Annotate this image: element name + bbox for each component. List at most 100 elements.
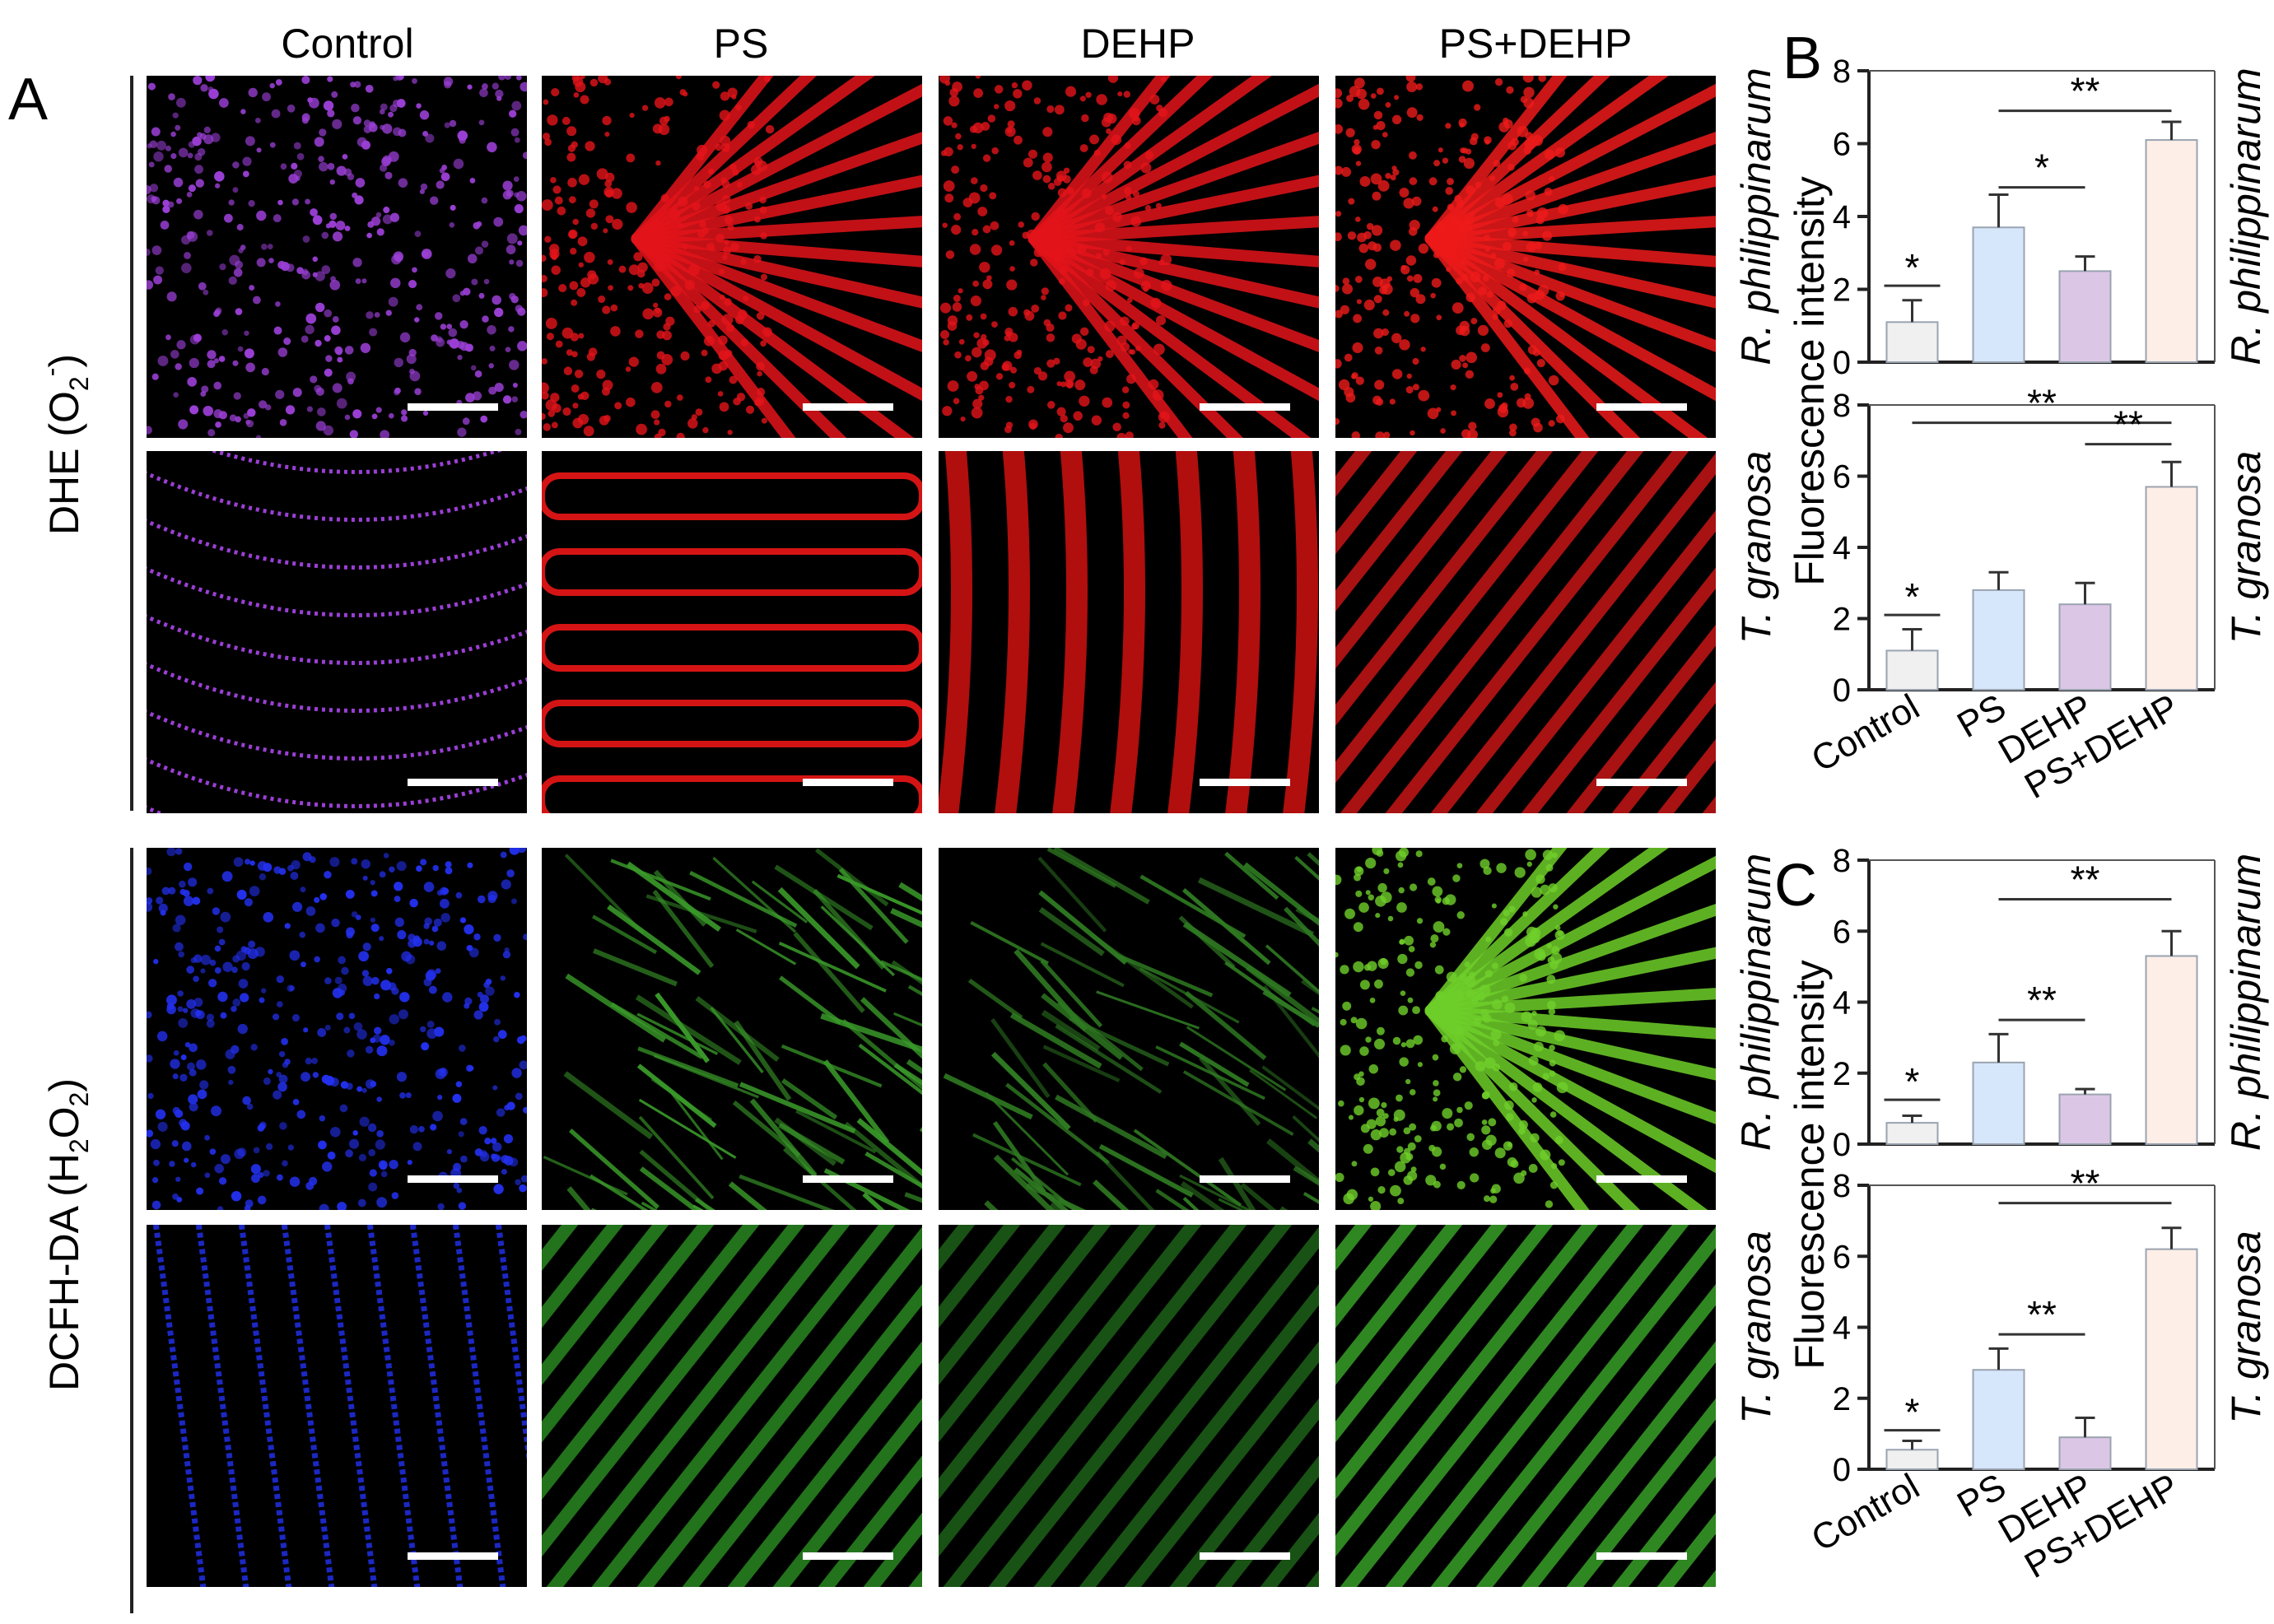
significance-label: ** xyxy=(2113,403,2143,446)
significance-label: ** xyxy=(2071,1162,2100,1205)
species-label-right: R. philippinarum xyxy=(2223,854,2269,1151)
y-tick-label: 0 xyxy=(1833,345,1851,381)
y-tick-label: 8 xyxy=(1833,1168,1851,1204)
micrograph-dhe-1-2 xyxy=(939,451,1319,813)
scale-bar xyxy=(1596,1552,1687,1560)
bar xyxy=(2058,1093,2112,1145)
species-label-left: T. granosa xyxy=(1733,451,1779,644)
x-tick-label: Control xyxy=(1805,686,1926,779)
y-tick-label: 4 xyxy=(1833,985,1851,1021)
micrograph-dcfh-da-2-2 xyxy=(939,848,1319,1210)
scale-bar xyxy=(408,403,498,411)
column-title-ps: PS xyxy=(714,21,769,67)
bar xyxy=(1972,1061,2025,1145)
y-tick-label: 2 xyxy=(1833,1381,1851,1417)
micrograph-dhe-0-2 xyxy=(939,76,1319,438)
scale-bar xyxy=(1200,1552,1290,1560)
column-title-ps-dehp: PS+DEHP xyxy=(1439,21,1633,67)
species-label-right: T. granosa xyxy=(2223,451,2269,644)
bar xyxy=(2145,139,2198,363)
scale-bar xyxy=(1200,403,1290,411)
y-axis-title: Fluorescence intensity xyxy=(1787,176,1833,585)
bar xyxy=(2145,486,2198,691)
micrograph-dhe-1-0 xyxy=(147,451,527,813)
x-tick-label: Control xyxy=(1805,1466,1926,1559)
species-label-left: R. philippinarum xyxy=(1733,67,1779,365)
significance-label: ** xyxy=(2027,382,2057,425)
scale-bar xyxy=(408,1552,498,1560)
bar xyxy=(1885,321,1939,364)
micrograph-dhe-0-3 xyxy=(1335,76,1716,438)
species-label-left: T. granosa xyxy=(1733,1231,1779,1423)
y-tick-label: 0 xyxy=(1833,1127,1851,1163)
species-label-left: R. philippinarum xyxy=(1733,854,1779,1151)
bar xyxy=(2058,270,2112,363)
y-tick-label: 4 xyxy=(1833,199,1851,235)
scale-bar xyxy=(1596,1175,1687,1183)
bar xyxy=(1885,1449,1939,1470)
y-tick-label: 4 xyxy=(1833,530,1851,566)
dcfh-row-label: DCFH-DA (H2O2) xyxy=(41,1078,94,1391)
y-tick-label: 6 xyxy=(1833,1239,1851,1275)
scale-bar xyxy=(408,1175,498,1183)
significance-label: ** xyxy=(2027,1293,2057,1336)
y-tick-label: 0 xyxy=(1833,1452,1851,1488)
significance-label: * xyxy=(1905,1060,1920,1103)
scale-bar xyxy=(1200,779,1290,786)
species-label-right: R. philippinarum xyxy=(2223,67,2269,365)
scale-bar xyxy=(408,779,498,786)
bar xyxy=(2058,603,2112,691)
y-tick-label: 8 xyxy=(1833,843,1851,879)
y-tick-label: 2 xyxy=(1833,602,1851,638)
scale-bar xyxy=(803,1552,893,1560)
bar xyxy=(2145,1248,2198,1470)
bar xyxy=(1885,1122,1939,1145)
y-tick-label: 6 xyxy=(1833,459,1851,496)
micrograph-dcfh-da-2-1 xyxy=(542,848,922,1210)
y-tick-label: 6 xyxy=(1833,914,1851,950)
species-label-right: T. granosa xyxy=(2223,1231,2269,1423)
significance-label: ** xyxy=(2071,858,2100,900)
significance-label: ** xyxy=(2027,979,2057,1021)
significance-label: * xyxy=(1905,1391,1920,1434)
micrograph-dcfh-da-3-1 xyxy=(542,1225,922,1587)
micrograph-dhe-0-0 xyxy=(147,76,527,438)
micrograph-dcfh-da-3-3 xyxy=(1335,1225,1716,1587)
micrograph-dcfh-da-2-3 xyxy=(1335,848,1716,1210)
bar xyxy=(1972,1369,2025,1470)
micrograph-dhe-1-3 xyxy=(1335,451,1716,813)
y-tick-label: 8 xyxy=(1833,388,1851,424)
bar xyxy=(1885,649,1939,691)
y-tick-label: 2 xyxy=(1833,272,1851,309)
micrograph-dhe-1-1 xyxy=(542,451,922,813)
y-tick-label: 6 xyxy=(1833,127,1851,163)
column-title-dehp: DEHP xyxy=(1081,21,1195,67)
bar xyxy=(1972,226,2025,363)
micrograph-dcfh-da-2-0 xyxy=(147,848,527,1210)
y-tick-label: 0 xyxy=(1833,672,1851,709)
micrograph-dcfh-da-3-2 xyxy=(939,1225,1319,1587)
scale-bar xyxy=(803,403,893,411)
y-axis-title: Fluorescence intensity xyxy=(1787,960,1833,1369)
bar xyxy=(2145,955,2198,1145)
scale-bar xyxy=(1596,779,1687,786)
scale-bar xyxy=(1200,1175,1290,1183)
significance-label: * xyxy=(1905,246,1920,289)
bar xyxy=(1972,589,2025,691)
significance-label: * xyxy=(1905,575,1920,618)
bar xyxy=(2058,1436,2112,1470)
micrograph-dhe-0-1 xyxy=(542,76,922,438)
dhe-row-label: DHE (O2-) xyxy=(36,354,94,535)
scale-bar xyxy=(803,1175,893,1183)
significance-label: * xyxy=(2034,147,2049,189)
panel-letter-c: C xyxy=(1774,853,1817,919)
panel-letter-a: A xyxy=(8,67,48,133)
y-tick-label: 2 xyxy=(1833,1056,1851,1092)
micrograph-grid xyxy=(147,76,1716,1587)
